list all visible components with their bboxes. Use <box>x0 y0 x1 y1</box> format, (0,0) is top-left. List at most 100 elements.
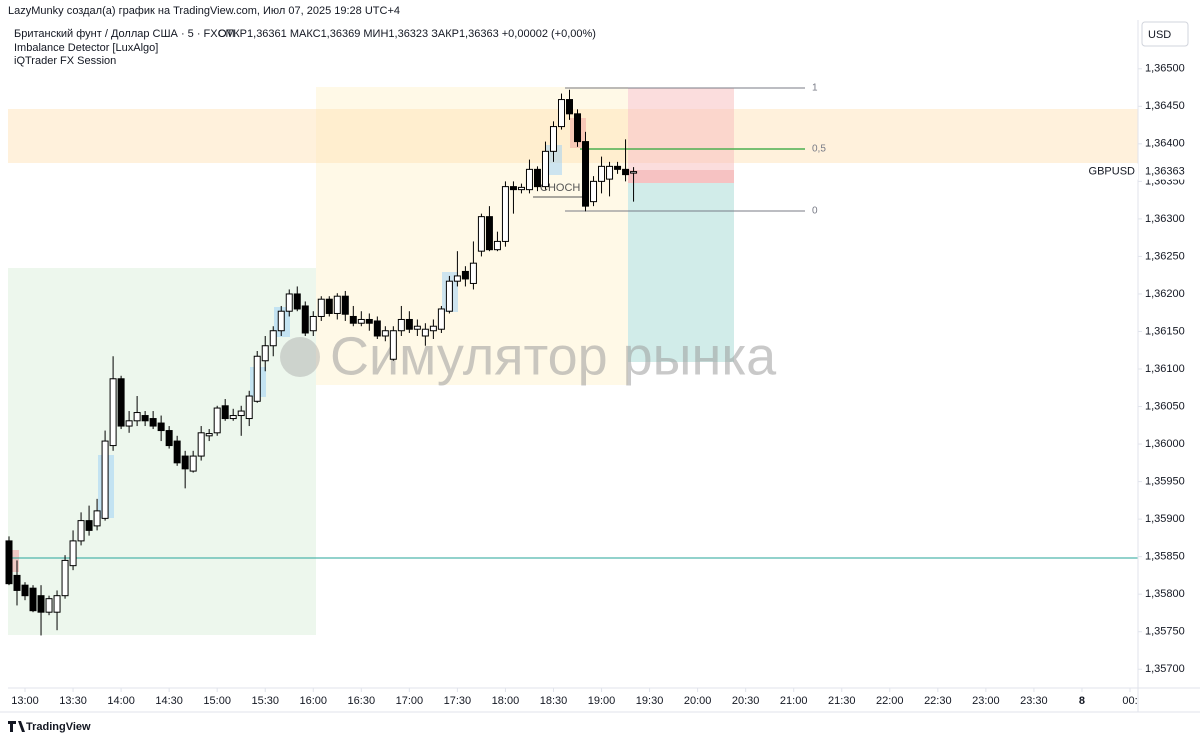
candle-body <box>437 308 445 330</box>
candle-body <box>493 240 501 251</box>
x-tick-label: 22:30 <box>924 695 952 707</box>
y-tick-label: 1,36450 <box>1145 100 1185 112</box>
candle-body <box>477 216 485 252</box>
x-tick-label: 19:30 <box>636 695 664 707</box>
x-tick-label: 14:30 <box>155 695 183 707</box>
candle-body <box>429 325 437 332</box>
footer-logo <box>8 721 25 732</box>
candle-body <box>269 330 277 347</box>
x-tick-label: 13:30 <box>59 695 87 707</box>
candle-body <box>485 216 493 251</box>
y-tick-label: 1,35900 <box>1145 513 1185 525</box>
x-tick-label: 17:30 <box>444 695 472 707</box>
imbalance-box <box>546 145 562 175</box>
candle-body <box>461 270 469 280</box>
currency-button[interactable] <box>1141 21 1189 47</box>
currency-button-label[interactable]: USD <box>1148 29 1171 41</box>
y-tick-label: 1,36200 <box>1145 288 1185 300</box>
choch-label: CHOCH <box>540 182 580 194</box>
target-zone <box>628 183 734 362</box>
y-tick-label: 1,36150 <box>1145 325 1185 337</box>
candle-body <box>582 141 590 207</box>
candle-body <box>5 540 13 585</box>
x-tick-label: 23:30 <box>1020 695 1048 707</box>
candle-body <box>309 315 317 332</box>
candle-body <box>630 171 638 174</box>
y-tick-label: 1,36050 <box>1145 400 1185 412</box>
candle-body <box>261 345 269 362</box>
candle-body <box>125 420 133 427</box>
candle-body <box>229 415 237 420</box>
candle-body <box>85 520 93 531</box>
y-tick-label: 1,35850 <box>1145 551 1185 563</box>
y-tick-label: 1,36000 <box>1145 438 1185 450</box>
candle-body <box>413 325 421 330</box>
candle-body <box>373 320 381 337</box>
x-tick-label: 19:00 <box>588 695 616 707</box>
candle-body <box>549 126 557 152</box>
x-tick-label: 21:30 <box>828 695 856 707</box>
stop-zone <box>628 88 734 183</box>
x-tick-label: 00: <box>1122 695 1137 707</box>
candle-body <box>614 165 622 170</box>
candle-body <box>253 355 261 402</box>
candle-body <box>165 430 173 447</box>
candle-body <box>365 318 373 324</box>
candle-body <box>301 305 309 334</box>
watermark: Симулятор рынка <box>330 326 777 386</box>
candle-body <box>389 330 397 360</box>
y-tick-label: 1,36100 <box>1145 363 1185 375</box>
candle-body <box>69 540 77 567</box>
candle-body <box>325 298 333 314</box>
fib-label: 0,5 <box>812 144 826 155</box>
y-tick-label: 1,36500 <box>1145 63 1185 75</box>
candle-body <box>381 330 389 337</box>
candle-body <box>117 378 125 427</box>
y-tick-label: 1,36300 <box>1145 213 1185 225</box>
candle-body <box>237 410 245 417</box>
x-tick-label: 16:00 <box>300 695 328 707</box>
candle-body <box>341 295 349 315</box>
x-tick-label: 22:00 <box>876 695 904 707</box>
candle-body <box>37 595 45 613</box>
candle-body <box>397 318 405 332</box>
candle-body <box>29 587 37 612</box>
candle-body <box>357 318 365 324</box>
candle-body <box>557 99 565 128</box>
imbalance-box <box>9 550 19 572</box>
candle-body <box>421 328 429 337</box>
candle-body <box>606 165 614 180</box>
candle-body <box>213 407 221 434</box>
candle-body <box>590 180 598 203</box>
candle-body <box>21 584 29 597</box>
candle-body <box>45 598 53 613</box>
candle-body <box>566 99 573 115</box>
fib-label: 1 <box>812 83 818 94</box>
candle-body <box>293 293 301 310</box>
footer-brand: TradingView <box>26 721 91 733</box>
candle-body <box>317 298 325 317</box>
candle-body <box>109 378 117 447</box>
y-tick-label: 1,35750 <box>1145 626 1185 638</box>
x-tick-label: 15:30 <box>251 695 279 707</box>
x-tick-label: 17:00 <box>396 695 424 707</box>
y-tick-label: 1,35700 <box>1145 663 1185 675</box>
x-tick-label: 18:00 <box>492 695 520 707</box>
candle-body <box>149 418 157 427</box>
candle-body <box>245 395 253 420</box>
ohlc-line: ОТКР1,36361 МАКС1,36369 МИН1,36323 ЗАКР1… <box>218 28 596 40</box>
candle-body <box>101 440 109 519</box>
last-price-box <box>1139 163 1200 180</box>
candle-body <box>77 520 85 542</box>
candle-body <box>517 186 525 191</box>
x-tick-label: 21:00 <box>780 695 808 707</box>
x-tick-label: 23:00 <box>972 695 1000 707</box>
candle-body <box>622 168 630 176</box>
candle-body <box>157 422 165 432</box>
candle-body <box>277 310 285 332</box>
x-tick-label: 8 <box>1079 695 1085 707</box>
candle-body <box>53 595 61 613</box>
candle-body <box>405 318 413 330</box>
y-tick-label: 1,36250 <box>1145 250 1185 262</box>
